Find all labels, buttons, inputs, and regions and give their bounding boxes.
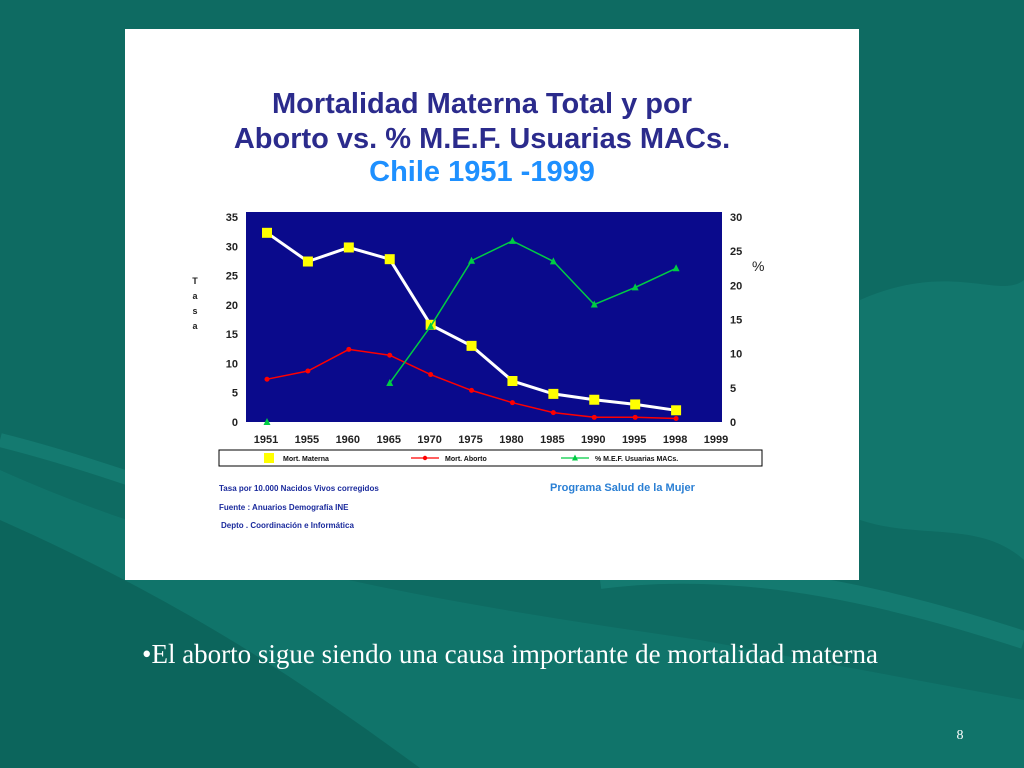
y-tick-left-label: 25 <box>226 271 238 283</box>
x-tick-label: 1951 <box>254 434 278 446</box>
note-2: Fuente : Anuarios Demografía INE <box>219 503 349 512</box>
legend: Mort. Materna Mort. Aborto % M.E.F. Usuari… <box>264 453 678 463</box>
series-1-point <box>384 254 395 265</box>
series-2-point <box>673 415 679 421</box>
series-2-point <box>591 414 597 420</box>
y-axis-left: 35 30 25 20 15 10 5 0 <box>226 212 238 429</box>
series-1-point <box>466 340 477 351</box>
y-tick-left-label: 30 <box>226 241 238 253</box>
bullet-text: •El aborto sigue siendo una causa import… <box>142 639 878 669</box>
x-tick-label: 1965 <box>376 434 400 446</box>
series-2-point <box>428 372 434 378</box>
note-1: Tasa por 10.000 Nacidos Vivos corregidos <box>219 484 379 493</box>
y-tick-right-label: 0 <box>730 417 736 429</box>
x-tick-label: 1990 <box>581 434 605 446</box>
series-3-point <box>468 256 476 264</box>
x-tick-label: 1985 <box>540 434 564 446</box>
series-3-point <box>427 322 435 330</box>
y-tick-left-label: 20 <box>226 300 238 312</box>
chart-panel: Mortalidad Materna Total y por Aborto vs… <box>125 29 859 580</box>
series-2-point <box>469 387 475 393</box>
y-tick-right-label: 25 <box>730 246 742 258</box>
series-1-point <box>343 242 354 253</box>
y-tick-right-label: 5 <box>730 383 736 395</box>
y-axis-left-label-letter: a <box>192 291 198 301</box>
series-3-point <box>508 236 516 244</box>
plot-area <box>246 212 722 422</box>
series-1-point <box>548 388 559 399</box>
y-axis-right-label: % <box>752 258 764 274</box>
chart-title-line2: Aborto vs. % M.E.F. Usuarias MACs. <box>234 123 730 155</box>
series-2-point <box>264 376 270 382</box>
series-1-point <box>630 399 641 410</box>
chart-title-line1: Mortalidad Materna Total y por <box>272 88 692 120</box>
y-axis-left-label-letter: a <box>192 321 198 331</box>
series-2-point <box>387 352 393 358</box>
y-axis-left-label-letter: s <box>192 306 197 316</box>
x-tick-label: 1960 <box>336 434 360 446</box>
legend-marker-2 <box>422 455 428 461</box>
y-tick-left-label: 35 <box>226 212 238 224</box>
y-axis-left-label-letter: T <box>192 276 198 286</box>
page-number: 8 <box>956 728 964 743</box>
x-tick-label: 1998 <box>663 434 687 446</box>
y-tick-left-label: 10 <box>226 358 238 370</box>
series-line-3 <box>389 240 677 384</box>
y-tick-left-label: 5 <box>232 388 238 400</box>
x-tick-label: 1955 <box>295 434 319 446</box>
series-1-point <box>507 376 518 386</box>
note-3: Depto . Coordinación e Informática <box>221 521 354 530</box>
legend-label-1: Mort. Materna <box>283 456 329 463</box>
y-tick-right-label: 30 <box>730 212 742 224</box>
series-3-point <box>549 257 557 265</box>
series-3-point <box>263 418 271 425</box>
y-tick-right-label: 10 <box>730 349 742 361</box>
x-tick-label: 1970 <box>417 434 441 446</box>
chart-subtitle: Chile 1951 -1999 <box>369 156 595 188</box>
series-layer <box>262 227 682 425</box>
x-tick-label: 1995 <box>622 434 646 446</box>
series-1-point <box>589 394 600 405</box>
series-2-point <box>509 400 515 406</box>
y-tick-left-label: 15 <box>226 329 238 341</box>
x-tick-label: 1980 <box>499 434 523 446</box>
legend-marker-1 <box>264 453 274 463</box>
y-tick-right-label: 15 <box>730 315 742 327</box>
y-axis-right: 30 25 20 15 10 5 0 <box>730 212 742 429</box>
series-2-point <box>305 368 311 374</box>
chart: Mortalidad Materna Total y por Aborto vs… <box>192 88 764 530</box>
series-1-point <box>302 256 313 267</box>
program-label: Programa Salud de la Mujer <box>550 482 696 494</box>
x-tick-label: 1999 <box>704 434 728 446</box>
y-axis-left-label: Tasa <box>192 276 198 331</box>
series-3-point <box>590 300 598 308</box>
legend-marker-3 <box>572 454 578 461</box>
x-tick-label: 1975 <box>458 434 482 446</box>
legend-box <box>218 449 763 467</box>
series-3-point <box>672 264 680 272</box>
y-tick-right-label: 20 <box>730 280 742 292</box>
x-axis: 1951 1955 1960 1965 1970 1975 1980 1985 1990 1995… <box>254 434 728 446</box>
legend-label-2: Mort. Aborto <box>445 456 487 463</box>
series-1-point <box>262 227 272 238</box>
y-tick-left-label: 0 <box>232 417 238 429</box>
series-3-point <box>631 283 639 291</box>
series-2-point <box>550 410 556 416</box>
legend-label-3: % M.E.F. Usuarias MACs. <box>595 456 678 463</box>
series-1-point <box>671 405 682 416</box>
series-2-point <box>632 414 638 420</box>
series-3-point <box>386 379 394 387</box>
series-2-point <box>346 346 352 352</box>
